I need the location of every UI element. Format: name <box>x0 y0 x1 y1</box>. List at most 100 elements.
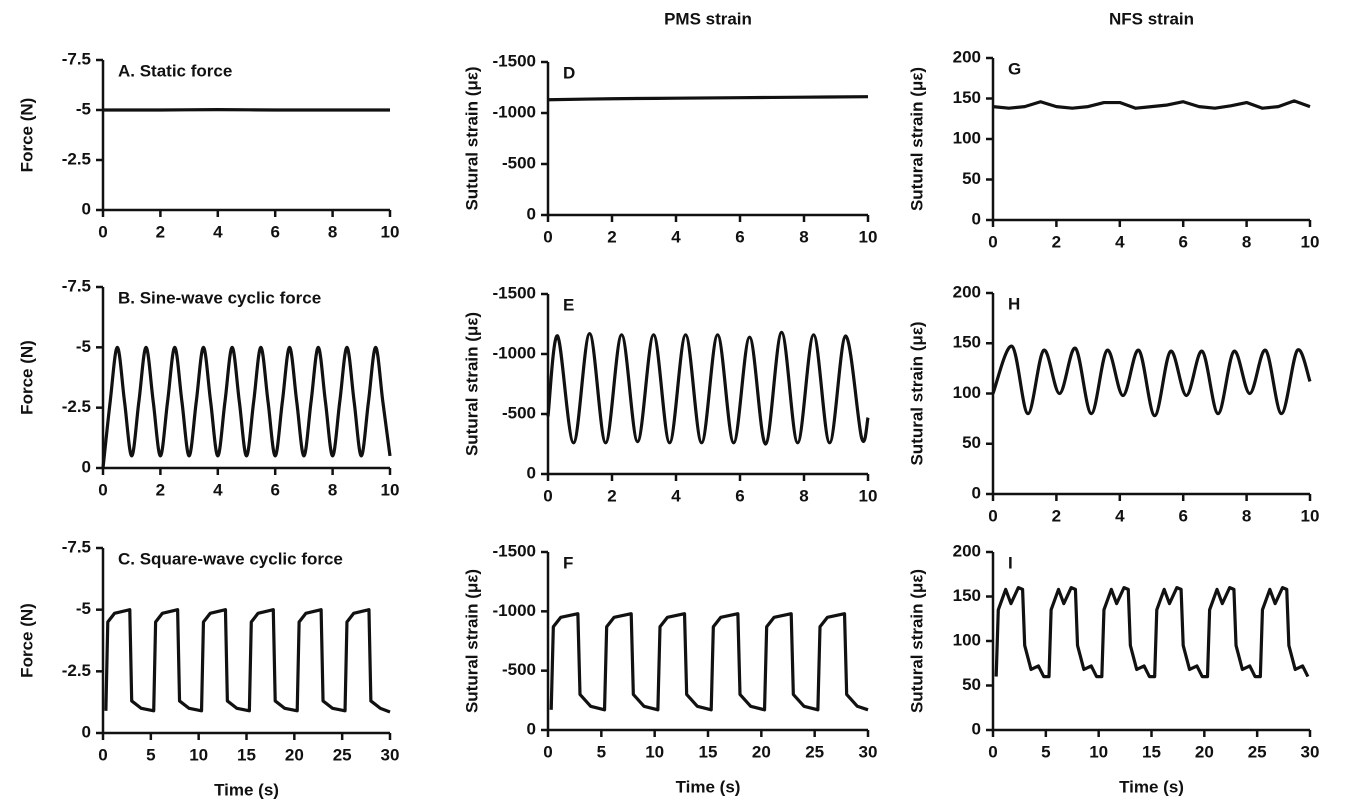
y-axis-label: Sutural strain (με) <box>907 569 926 713</box>
x-tick-label: 20 <box>285 745 304 764</box>
y-axis-label: Sutural strain (με) <box>462 569 481 713</box>
data-line <box>101 345 392 469</box>
y-tick-label: 0 <box>82 199 91 218</box>
y-axis-label: Sutural strain (με) <box>907 67 926 211</box>
x-tick-label: 4 <box>1115 506 1125 525</box>
x-tick-label: 4 <box>671 486 681 505</box>
data-line <box>991 344 1312 418</box>
x-tick-label: 10 <box>859 486 878 505</box>
y-tick-label: -2.5 <box>62 661 91 680</box>
x-tick-label: 25 <box>805 742 824 761</box>
x-tick-label: 2 <box>607 486 616 505</box>
x-tick-label: 6 <box>1178 506 1187 525</box>
panel-label: A. Static force <box>118 61 232 80</box>
x-tick-label: 25 <box>1248 742 1267 761</box>
panel-label: F <box>563 553 573 572</box>
x-tick-label: 10 <box>859 227 878 246</box>
x-tick-label: 15 <box>699 742 718 761</box>
x-tick-label: 4 <box>671 227 681 246</box>
panel: 0 50 100 150 200 0 5 10 15 20 25 30 Sutural strain (… <box>907 541 1319 796</box>
panel-label: H <box>1008 294 1020 313</box>
y-tick-label: -2.5 <box>62 149 91 168</box>
x-axis-label: Time (s) <box>1119 777 1184 796</box>
panel-label: G <box>1008 59 1021 78</box>
x-axis-label: Time (s) <box>214 780 279 799</box>
x-tick-label: 10 <box>381 480 400 499</box>
y-tick-label: 0 <box>527 719 536 738</box>
x-tick-label: 0 <box>543 227 552 246</box>
y-tick-label: -500 <box>502 403 536 422</box>
data-line <box>994 586 1310 679</box>
x-tick-label: 6 <box>270 480 279 499</box>
panel-label: C. Square-wave cyclic force <box>118 549 343 568</box>
column-title: PMS strain <box>664 9 752 28</box>
panel: 0 -500 -1000 -1500 0 5 10 15 20 25 30 Sutural strai… <box>462 541 877 796</box>
y-tick-label: -2.5 <box>62 397 91 416</box>
x-tick-label: 8 <box>799 486 808 505</box>
x-tick-label: 10 <box>189 745 208 764</box>
y-axis-label: Force (N) <box>17 98 36 173</box>
y-tick-label: -1500 <box>493 51 536 70</box>
x-tick-label: 10 <box>1301 506 1320 525</box>
x-tick-label: 5 <box>597 742 606 761</box>
panel: 0 -500 -1000 -1500 0 2 4 6 8 10 Sutural strain (με… <box>462 283 877 505</box>
y-tick-label: 50 <box>962 433 981 452</box>
x-tick-label: 0 <box>98 480 107 499</box>
x-tick-label: 6 <box>735 227 744 246</box>
y-tick-label: 0 <box>527 463 536 482</box>
y-tick-label: -5 <box>76 99 91 118</box>
y-axis-label: Sutural strain (με) <box>907 321 926 465</box>
y-tick-label: 0 <box>972 483 981 502</box>
y-tick-label: -1500 <box>493 283 536 302</box>
y-tick-label: 0 <box>972 209 981 228</box>
x-tick-label: 8 <box>1242 232 1251 251</box>
x-tick-label: 6 <box>1178 232 1187 251</box>
y-tick-label: -1000 <box>493 601 536 620</box>
panel-label: I <box>1008 553 1013 572</box>
x-tick-label: 0 <box>988 506 997 525</box>
y-tick-label: 200 <box>953 282 981 301</box>
x-tick-label: 10 <box>1301 232 1320 251</box>
y-tick-label: -7.5 <box>62 276 91 295</box>
panel: 0 -2.5 -5 -7.5 0 2 4 6 8 10 Force (N) B. Sine-wave … <box>17 276 399 499</box>
x-tick-label: 4 <box>213 480 223 499</box>
y-axis-label: Force (N) <box>17 603 36 678</box>
x-tick-label: 30 <box>1301 742 1320 761</box>
x-tick-label: 2 <box>156 480 165 499</box>
column-title: NFS strain <box>1109 9 1194 28</box>
y-tick-label: 50 <box>962 675 981 694</box>
x-tick-label: 15 <box>237 745 256 764</box>
y-tick-label: 100 <box>953 630 981 649</box>
panel: 0 50 100 150 200 0 2 4 6 8 10 Sutural strain (με) NF… <box>907 9 1319 251</box>
y-tick-label: -5 <box>76 599 91 618</box>
y-axis-label: Force (N) <box>17 340 36 415</box>
x-tick-label: 8 <box>799 227 808 246</box>
x-tick-label: 0 <box>543 742 552 761</box>
panel-label: E <box>563 295 574 314</box>
y-tick-label: 200 <box>953 541 981 560</box>
x-tick-label: 8 <box>328 480 337 499</box>
x-tick-label: 10 <box>645 742 664 761</box>
y-tick-label: 0 <box>972 719 981 738</box>
x-tick-label: 6 <box>270 222 279 241</box>
y-tick-label: -500 <box>502 153 536 172</box>
x-tick-label: 4 <box>213 222 223 241</box>
x-tick-label: 0 <box>98 222 107 241</box>
x-tick-label: 8 <box>328 222 337 241</box>
x-tick-label: 30 <box>859 742 878 761</box>
x-tick-label: 0 <box>543 486 552 505</box>
x-tick-label: 5 <box>146 745 155 764</box>
y-tick-label: 150 <box>953 333 981 352</box>
y-tick-label: 150 <box>953 586 981 605</box>
panel: 0 -2.5 -5 -7.5 0 2 4 6 8 10 Force (N) A. Static for… <box>17 49 399 241</box>
x-tick-label: 4 <box>1115 232 1125 251</box>
y-axis-label: Sutural strain (με) <box>462 66 481 210</box>
y-tick-label: -7.5 <box>62 49 91 68</box>
panel: 0 -500 -1000 -1500 0 2 4 6 8 10 Sutural strain (με… <box>462 9 877 246</box>
x-tick-label: 0 <box>98 745 107 764</box>
x-tick-label: 10 <box>1089 742 1108 761</box>
x-tick-label: 6 <box>735 486 744 505</box>
y-tick-label: 50 <box>962 169 981 188</box>
x-tick-label: 20 <box>1195 742 1214 761</box>
